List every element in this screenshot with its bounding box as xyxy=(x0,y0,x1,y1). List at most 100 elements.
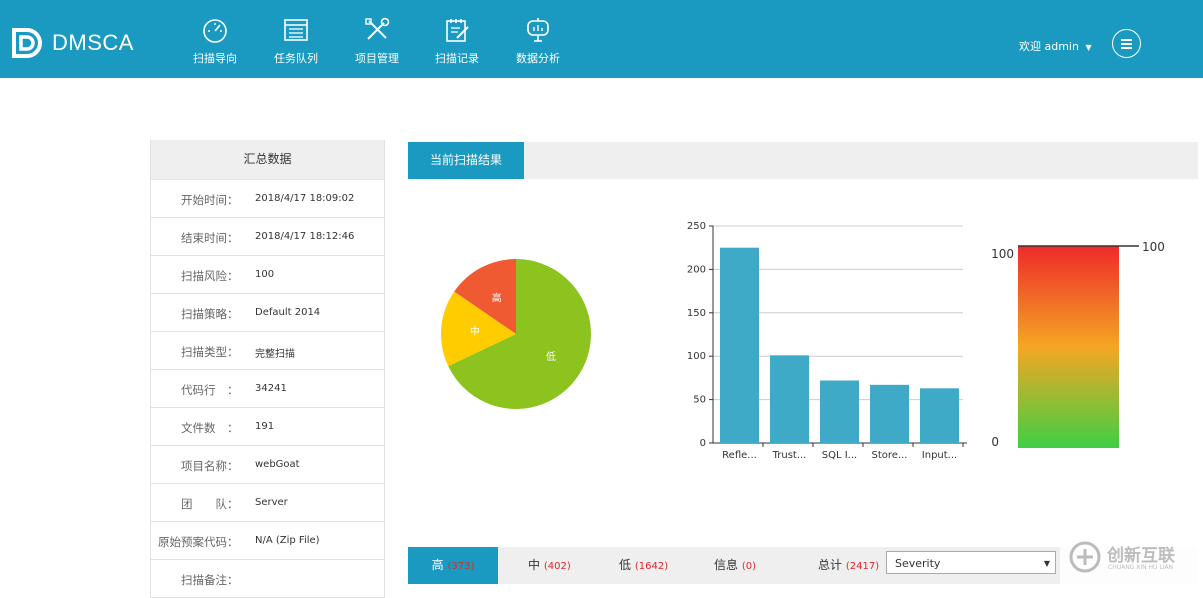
pie-slice-label: 中 xyxy=(470,325,480,338)
summary-row: 文件数 ： 191 xyxy=(151,408,384,446)
x-tick-label: Input... xyxy=(922,450,957,461)
row-value: 2018/4/17 18:12:46 xyxy=(255,231,355,242)
user-greeting: 欢迎 admin xyxy=(1019,40,1079,53)
watermark-text: 创新互联 xyxy=(1107,546,1175,566)
dmsca-logo-icon xyxy=(12,28,42,58)
tab-count: (402) xyxy=(543,561,571,572)
row-value: 191 xyxy=(255,421,275,432)
y-tick-label: 0 xyxy=(700,438,706,449)
bar[interactable] xyxy=(770,355,809,443)
row-label: 开始时间： xyxy=(181,193,239,207)
summary-row: 扫描类型： 完整扫描 xyxy=(151,332,384,370)
pie-slice[interactable] xyxy=(448,259,591,409)
tab-count: (1642) xyxy=(634,561,669,572)
gauge-bar xyxy=(1018,246,1119,448)
summary-row: 项目名称： webGoat xyxy=(151,446,384,484)
brand-name: DMSCA xyxy=(52,30,134,55)
nav-label: 项目管理 xyxy=(355,52,399,65)
tab-high[interactable]: 高 (373) xyxy=(408,547,498,584)
row-value: 完整扫描 xyxy=(255,349,295,360)
nav-scan-guide[interactable]: 扫描导向 xyxy=(180,16,250,66)
gauge-min-label: 0 xyxy=(991,435,999,449)
results-tabbar: 当前扫描结果 xyxy=(408,142,1198,179)
row-label: 扫描策略： xyxy=(181,307,239,321)
pie-slice[interactable] xyxy=(454,259,516,334)
y-tick-label: 200 xyxy=(687,264,706,275)
watermark-subtext: CHUANG XIN HU LIAN xyxy=(1108,564,1174,571)
x-tick-label: Store... xyxy=(872,450,908,461)
row-value: N/A (Zip File) xyxy=(255,535,320,546)
nav-task-queue[interactable]: 任务队列 xyxy=(261,16,331,66)
gauge-max-label: 100 xyxy=(991,247,1014,261)
row-value: Default 2014 xyxy=(255,307,321,318)
bar[interactable] xyxy=(720,247,759,443)
row-label: 扫描风险： xyxy=(181,269,239,283)
tab-total[interactable]: 总计 (2417) xyxy=(818,547,879,584)
edit-record-icon xyxy=(446,19,469,42)
row-label: 扫描类型： xyxy=(181,345,239,359)
summary-row: 开始时间： 2018/4/17 18:09:02 xyxy=(151,180,384,218)
vulnerability-bar-chart: 0 50 100 150 200 250 Refle... Trust... SQL I... S… xyxy=(687,221,967,461)
nav-label: 扫描记录 xyxy=(435,52,479,65)
nav-label: 扫描导向 xyxy=(193,52,237,65)
nav-data-analysis[interactable]: 数据分析 xyxy=(503,16,573,66)
tab-label: 低 xyxy=(619,558,632,572)
summary-row: 扫描策略： Default 2014 xyxy=(151,294,384,332)
tab-info[interactable]: 信息 (0) xyxy=(714,547,756,584)
watermark-logo-icon xyxy=(1069,541,1101,573)
menu-button[interactable] xyxy=(1112,29,1141,58)
tab-label: 高 xyxy=(431,558,444,572)
tools-icon xyxy=(365,17,390,40)
bar[interactable] xyxy=(870,384,909,443)
x-tick-label: Trust... xyxy=(772,450,807,461)
nav-label: 任务队列 xyxy=(274,52,318,65)
tab-label: 总计 xyxy=(818,558,843,572)
summary-row: 原始预案代码： N/A (Zip File) xyxy=(151,522,384,560)
results-panel: 高中低 0 50 100 150 200 250 Refle... Trust... SQL I… xyxy=(408,179,1198,529)
summary-row: 扫描风险： 100 xyxy=(151,256,384,294)
select-value: Severity xyxy=(895,557,941,570)
bar[interactable] xyxy=(920,388,959,443)
tab-current-results[interactable]: 当前扫描结果 xyxy=(408,142,524,179)
brand-logo[interactable]: DMSCA xyxy=(10,26,134,60)
tab-label: 中 xyxy=(528,558,541,572)
tab-low[interactable]: 低 (1642) xyxy=(619,547,668,584)
row-value: Server xyxy=(255,497,288,508)
bar[interactable] xyxy=(820,380,859,443)
summary-row: 结束时间： 2018/4/17 18:12:46 xyxy=(151,218,384,256)
row-label: 团 队： xyxy=(181,497,239,511)
pie-slice[interactable] xyxy=(441,291,516,367)
summary-row: 代码行 ： 34241 xyxy=(151,370,384,408)
severity-select[interactable]: Severity ▼ xyxy=(886,551,1056,574)
nav-label: 数据分析 xyxy=(516,52,560,65)
row-label: 项目名称： xyxy=(181,459,239,473)
row-label: 扫描备注： xyxy=(181,573,239,587)
x-tick-label: Refle... xyxy=(722,450,757,461)
tab-medium[interactable]: 中 (402) xyxy=(528,547,571,584)
row-value: 2018/4/17 18:09:02 xyxy=(255,193,355,204)
caret-down-icon: ▼ xyxy=(1085,43,1092,52)
nav-scan-records[interactable]: 扫描记录 xyxy=(422,16,492,66)
y-tick-label: 150 xyxy=(687,308,706,319)
severity-pie-chart: 高中低 xyxy=(441,259,591,409)
row-label: 文件数 ： xyxy=(181,421,239,435)
list-window-icon xyxy=(284,19,308,41)
user-menu[interactable]: 欢迎 admin ▼ xyxy=(1019,38,1092,54)
top-navbar: DMSCA 扫描导向 任务队列 项目管理 xyxy=(0,0,1203,78)
tab-label: 信息 xyxy=(714,558,739,572)
dropdown-arrow-icon: ▼ xyxy=(1043,559,1050,568)
summary-row: 扫描备注： xyxy=(151,560,384,598)
row-value: 34241 xyxy=(255,383,287,394)
tab-count: (373) xyxy=(447,561,475,572)
tab-count: (0) xyxy=(741,561,757,572)
row-label: 原始预案代码： xyxy=(158,535,239,549)
nav-project-management[interactable]: 项目管理 xyxy=(342,16,412,66)
menu-icon xyxy=(1121,39,1132,41)
row-label: 结束时间： xyxy=(181,231,239,245)
y-tick-label: 50 xyxy=(693,395,706,406)
y-tick-label: 100 xyxy=(687,351,706,362)
row-label: 代码行 ： xyxy=(181,383,239,397)
presentation-icon xyxy=(527,18,549,42)
pie-slice-label: 高 xyxy=(492,292,502,305)
row-value: webGoat xyxy=(255,459,300,470)
